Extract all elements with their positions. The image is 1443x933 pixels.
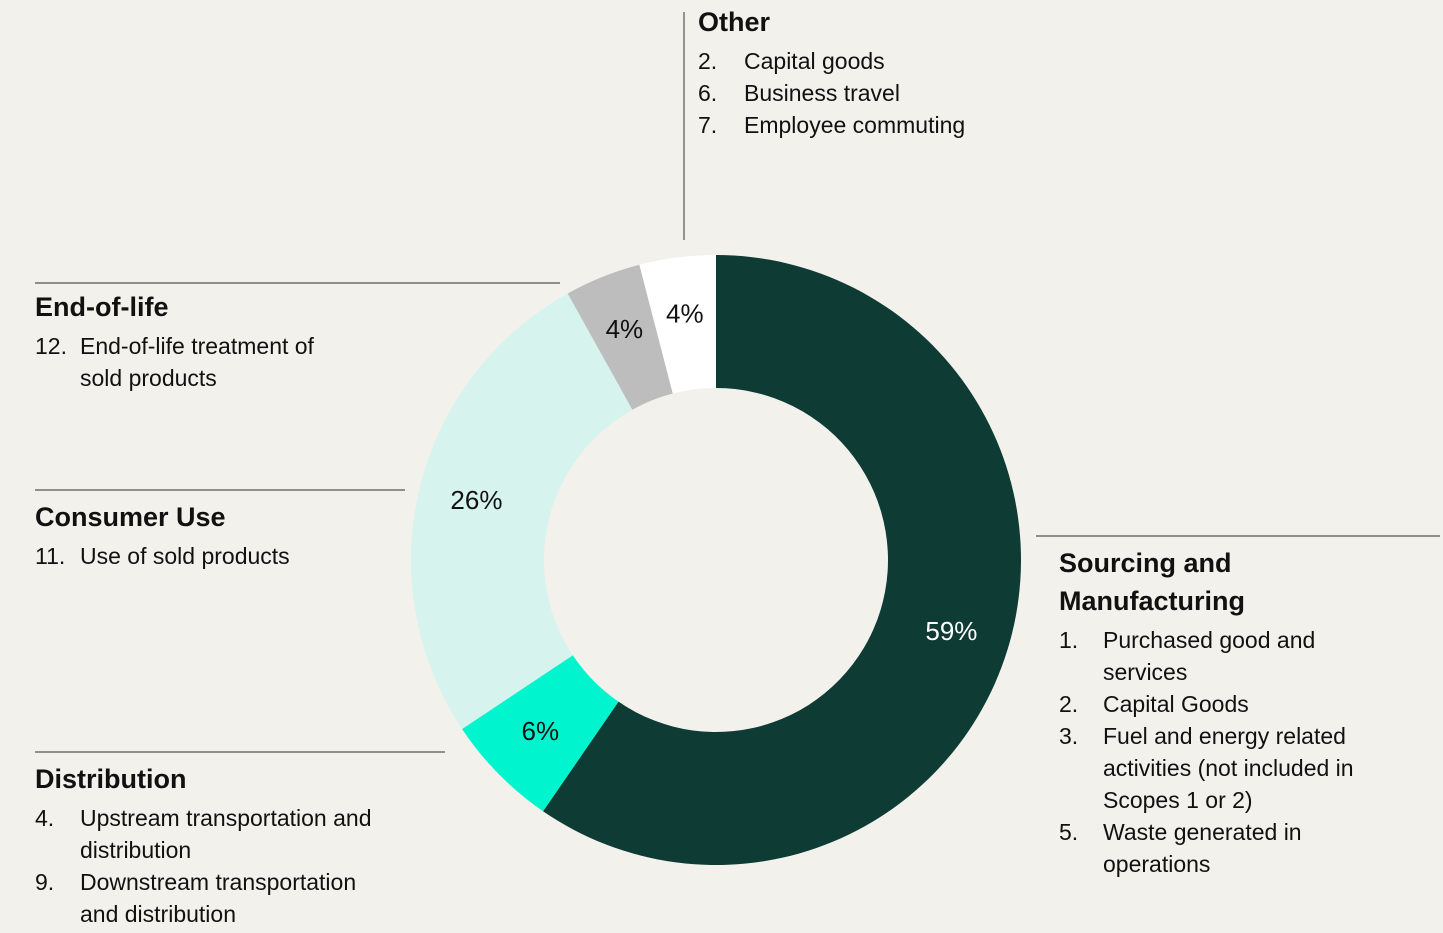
item-number: 6.: [698, 80, 718, 106]
item-text: Fuel and energy related activities (not …: [1103, 723, 1354, 813]
annotation-item: 2. Capital goods: [698, 45, 1074, 77]
item-text: Capital Goods: [1103, 691, 1249, 717]
item-number: 5.: [1059, 819, 1079, 845]
item-text: Downstream transportation and distributi…: [80, 869, 357, 927]
annotation-item: 11. Use of sold products: [35, 540, 415, 572]
annotation-title: Sourcing and Manufacturing: [1059, 548, 1245, 616]
item-number: 2.: [698, 48, 718, 74]
annotation-item: 1. Purchased good and services: [1059, 624, 1373, 688]
value-label: 4%: [666, 298, 704, 328]
donut-segment: [462, 655, 619, 812]
annotation-item: 3. Fuel and energy related activities (no…: [1059, 720, 1373, 816]
item-text: Capital goods: [744, 48, 885, 74]
donut-segment: [567, 264, 673, 410]
item-number: 12.: [35, 333, 67, 359]
item-text: Upstream transportation and distribution: [80, 805, 372, 863]
item-text: Business travel: [744, 80, 900, 106]
item-text: Purchased good and services: [1103, 627, 1316, 685]
annotation: Sourcing and Manufacturing 1. Purchased go…: [1059, 544, 1373, 880]
annotation-title: End-of-life: [35, 292, 169, 322]
item-text: End-of-life treatment of sold products: [80, 333, 314, 391]
annotation-item: 2. Capital Goods: [1059, 688, 1373, 720]
annotation-title: Consumer Use: [35, 502, 226, 532]
annotation-item: 5. Waste generated in operations: [1059, 816, 1373, 880]
annotation-item: 7. Employee commuting: [698, 109, 1074, 141]
donut-segment: [411, 293, 633, 729]
donut-segment: [543, 255, 1021, 866]
annotation-item: 6. Business travel: [698, 77, 1074, 109]
item-text: Waste generated in operations: [1103, 819, 1302, 877]
annotation-title: Distribution: [35, 764, 187, 794]
item-number: 7.: [698, 112, 718, 138]
item-text: Employee commuting: [744, 112, 966, 138]
value-label: 26%: [450, 485, 502, 515]
item-number: 11.: [35, 543, 66, 569]
annotation: Consumer Use 11. Use of sold products: [35, 498, 415, 572]
annotation: Distribution 4. Upstream transportation an…: [35, 760, 435, 930]
item-text: Use of sold products: [80, 543, 290, 569]
item-number: 2.: [1059, 691, 1079, 717]
value-label: 59%: [925, 616, 977, 646]
annotation-item: 12. End-of-life treatment of sold product…: [35, 330, 435, 394]
item-number: 9.: [35, 869, 55, 895]
item-number: 3.: [1059, 723, 1079, 749]
annotation: End-of-life 12. End-of-life treatment of s…: [35, 288, 435, 394]
annotation: Other 2. Capital goods 6. Business travel 7. E…: [698, 3, 1074, 141]
annotation-item: 9. Downstream transportation and distribu…: [35, 866, 435, 930]
value-label: 6%: [522, 716, 560, 746]
value-label: 4%: [606, 314, 644, 344]
item-number: 4.: [35, 805, 55, 831]
donut-segment: [639, 255, 716, 394]
annotation-item: 4. Upstream transportation and distributi…: [35, 802, 435, 866]
annotation-title: Other: [698, 7, 771, 37]
item-number: 1.: [1059, 627, 1079, 653]
